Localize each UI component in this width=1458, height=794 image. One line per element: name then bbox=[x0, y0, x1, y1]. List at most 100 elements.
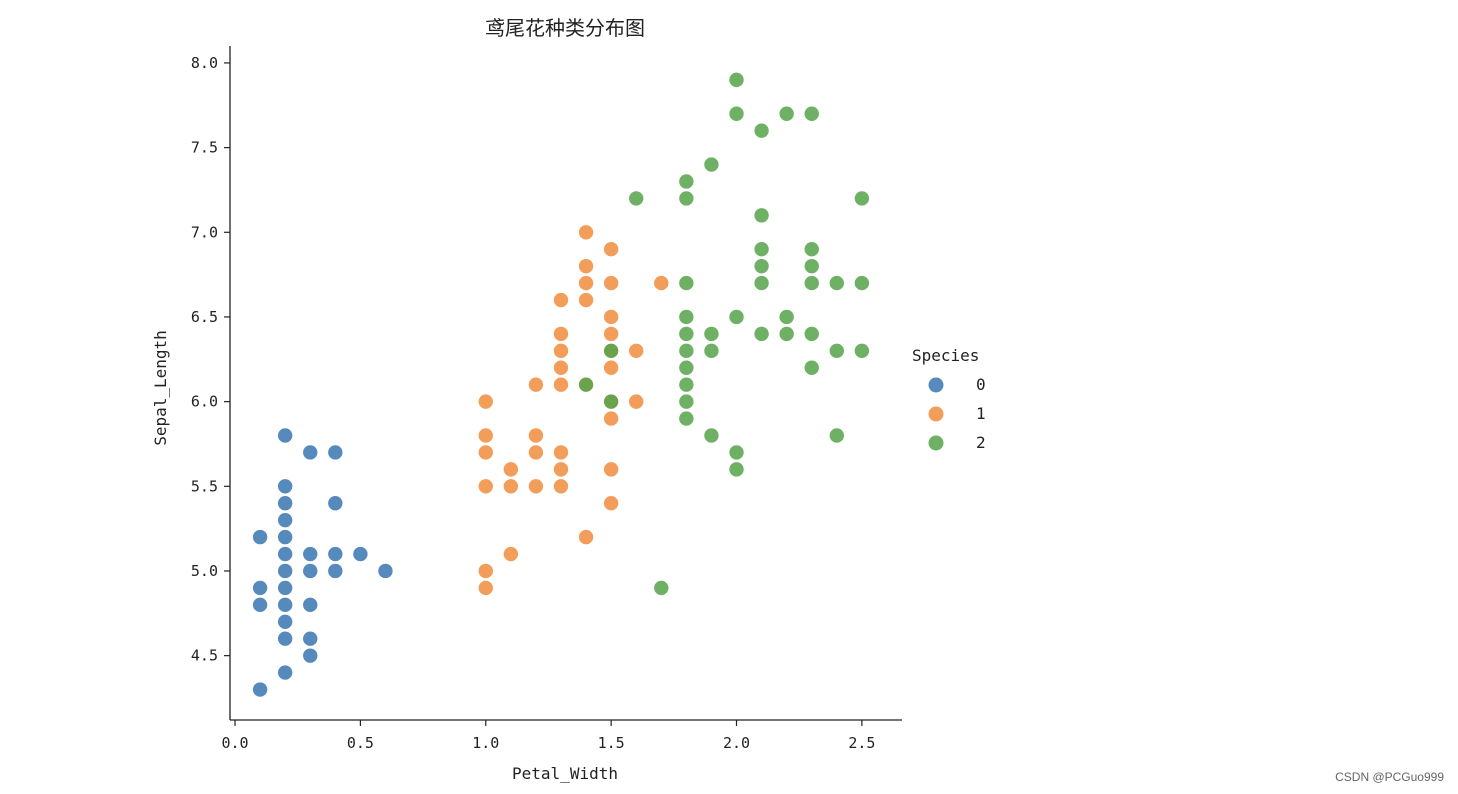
data-point-species-2 bbox=[678, 376, 695, 393]
data-point-species-1 bbox=[653, 275, 670, 291]
x-tick-label: 1.0 bbox=[472, 734, 499, 752]
data-point-species-1 bbox=[553, 478, 569, 495]
data-point-species-2 bbox=[854, 190, 870, 207]
data-point-species-2 bbox=[803, 359, 820, 376]
data-point-species-2 bbox=[678, 275, 695, 291]
data-point-species-2 bbox=[678, 359, 695, 376]
legend-label-2: 2 bbox=[976, 433, 986, 452]
data-point-species-0 bbox=[277, 546, 293, 562]
data-point-species-1 bbox=[603, 410, 619, 427]
data-point-species-1 bbox=[603, 461, 619, 478]
data-point-species-1 bbox=[528, 444, 544, 461]
legend-marker-0 bbox=[928, 377, 944, 393]
data-point-species-2 bbox=[753, 207, 770, 224]
data-point-species-1 bbox=[477, 444, 494, 461]
data-point-species-0 bbox=[327, 563, 344, 579]
data-point-species-2 bbox=[728, 105, 745, 122]
data-point-species-2 bbox=[678, 309, 695, 325]
axes bbox=[229, 46, 902, 721]
data-point-species-0 bbox=[277, 529, 293, 545]
data-point-species-2 bbox=[703, 427, 720, 444]
data-point-species-0 bbox=[277, 597, 293, 613]
data-point-species-2 bbox=[703, 326, 720, 342]
data-points bbox=[252, 72, 870, 698]
data-point-species-2 bbox=[678, 393, 695, 410]
data-point-species-0 bbox=[277, 664, 293, 681]
data-point-species-2 bbox=[829, 427, 845, 444]
x-tick-label: 0.5 bbox=[347, 734, 374, 752]
data-point-species-2 bbox=[854, 275, 870, 291]
data-point-species-2 bbox=[753, 258, 770, 274]
data-point-species-2 bbox=[803, 275, 820, 291]
y-tick-label: 6.5 bbox=[191, 308, 218, 326]
legend-items: 0 1 2 bbox=[928, 375, 986, 452]
x-tick-label: 2.0 bbox=[723, 734, 750, 752]
data-point-species-1 bbox=[578, 258, 594, 274]
data-point-species-1 bbox=[553, 343, 569, 359]
data-point-species-0 bbox=[302, 546, 319, 562]
y-tick-label: 5.5 bbox=[191, 477, 218, 495]
data-point-species-1 bbox=[528, 427, 544, 444]
data-point-species-1 bbox=[477, 580, 494, 596]
data-point-species-2 bbox=[753, 241, 770, 258]
data-point-species-1 bbox=[553, 461, 569, 478]
data-point-species-1 bbox=[528, 376, 544, 393]
data-point-species-1 bbox=[477, 563, 494, 579]
x-tick-label: 1.5 bbox=[598, 734, 625, 752]
data-point-species-2 bbox=[578, 376, 594, 393]
data-point-species-2 bbox=[628, 190, 645, 207]
data-point-species-0 bbox=[327, 546, 344, 562]
data-point-species-0 bbox=[302, 630, 319, 647]
data-point-species-0 bbox=[277, 427, 293, 444]
data-point-species-0 bbox=[377, 563, 394, 579]
data-point-species-2 bbox=[603, 343, 619, 359]
data-point-species-1 bbox=[503, 478, 519, 495]
data-point-species-1 bbox=[578, 275, 594, 291]
data-point-species-0 bbox=[277, 613, 293, 630]
y-tick-label: 7.5 bbox=[191, 139, 218, 157]
x-tick-label: 0.0 bbox=[221, 734, 248, 752]
data-point-species-0 bbox=[252, 529, 268, 545]
data-point-species-0 bbox=[252, 681, 268, 698]
data-point-species-1 bbox=[553, 292, 569, 308]
data-point-species-0 bbox=[277, 512, 293, 528]
data-point-species-1 bbox=[603, 495, 619, 512]
data-point-species-2 bbox=[678, 343, 695, 359]
data-point-species-1 bbox=[553, 359, 569, 376]
data-point-species-2 bbox=[678, 173, 695, 190]
y-tick-label: 7.0 bbox=[191, 223, 218, 241]
data-point-species-2 bbox=[603, 393, 619, 410]
data-point-species-0 bbox=[252, 597, 268, 613]
data-point-species-2 bbox=[778, 309, 795, 325]
data-point-species-2 bbox=[803, 326, 820, 342]
y-axis-title: Sepal_Length bbox=[151, 330, 170, 446]
data-point-species-2 bbox=[803, 105, 820, 122]
legend-marker-2 bbox=[928, 435, 944, 451]
data-point-species-1 bbox=[503, 461, 519, 478]
data-point-species-1 bbox=[528, 478, 544, 495]
data-point-species-1 bbox=[578, 224, 594, 241]
data-point-species-2 bbox=[678, 326, 695, 342]
data-point-species-2 bbox=[778, 326, 795, 342]
data-point-species-0 bbox=[277, 630, 293, 647]
y-tick-label: 6.0 bbox=[191, 393, 218, 411]
data-point-species-1 bbox=[553, 326, 569, 342]
data-point-species-0 bbox=[302, 563, 319, 579]
data-point-species-2 bbox=[728, 72, 745, 88]
data-point-species-1 bbox=[477, 478, 494, 495]
data-point-species-1 bbox=[553, 444, 569, 461]
data-point-species-1 bbox=[553, 376, 569, 393]
y-tick-label: 8.0 bbox=[191, 54, 218, 72]
data-point-species-0 bbox=[302, 444, 319, 461]
data-point-species-1 bbox=[603, 359, 619, 376]
data-point-species-1 bbox=[578, 529, 594, 545]
data-point-species-1 bbox=[628, 393, 645, 410]
data-point-species-2 bbox=[678, 410, 695, 427]
data-point-species-1 bbox=[477, 427, 494, 444]
y-tick-label: 5.0 bbox=[191, 562, 218, 580]
data-point-species-1 bbox=[477, 393, 494, 410]
data-point-species-1 bbox=[603, 326, 619, 342]
data-point-species-0 bbox=[302, 597, 319, 613]
data-point-species-2 bbox=[778, 105, 795, 122]
data-point-species-0 bbox=[327, 444, 344, 461]
